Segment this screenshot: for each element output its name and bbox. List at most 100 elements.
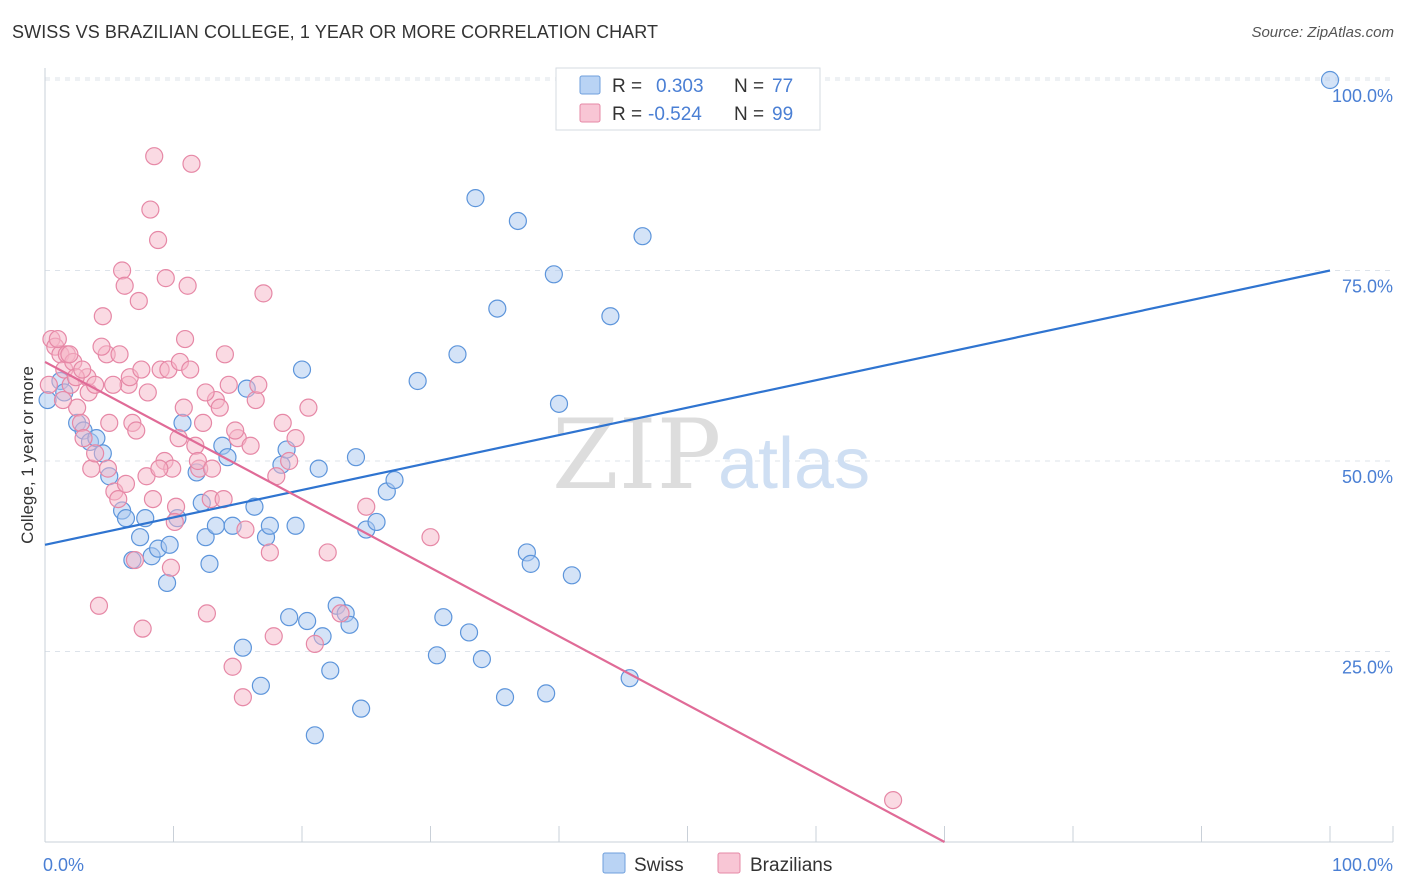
brazilians-point-77: [143, 490, 163, 509]
brazilians-point-37: [178, 276, 197, 295]
swiss-point-39: [298, 611, 317, 631]
brazilians-point-14: [93, 307, 112, 326]
swiss-point-23: [200, 554, 219, 573]
swiss-point-47: [346, 448, 366, 467]
swiss-point-48: [352, 699, 371, 718]
swiss-point-41: [309, 459, 328, 478]
brazilians-point-60: [39, 375, 58, 394]
brazilians-point-95: [331, 604, 350, 623]
brazilians-point-83: [175, 329, 195, 349]
brazilians-point-84: [181, 360, 200, 379]
brazilians-point-75: [132, 360, 151, 379]
brazilians-point-98: [883, 790, 903, 810]
swiss-point-24: [206, 516, 226, 535]
swiss-point-72: [1320, 70, 1340, 90]
swiss-point-55: [434, 608, 453, 627]
swiss-point-53: [408, 371, 427, 391]
brazilians-point-96: [357, 497, 376, 516]
y-tick-labels: 25.0% 50.0% 75.0% 100.0%: [1332, 86, 1393, 678]
brazilians-point-94: [299, 398, 318, 417]
brazilians-point-42: [197, 604, 217, 623]
brazilians-point-85: [188, 451, 208, 471]
brazilians-point-87: [202, 459, 222, 478]
chart-title: SWISS VS BRAZILIAN COLLEGE, 1 YEAR OR MO…: [12, 22, 659, 42]
brazilians-point-52: [246, 390, 265, 410]
y-tick-label-100: 100.0%: [1332, 86, 1393, 106]
brazilians-point-51: [241, 436, 260, 455]
swiss-point-33: [260, 516, 279, 535]
x-tick-label-left: 0.0%: [43, 855, 84, 875]
swiss-point-56: [448, 345, 467, 364]
brazilians-point-58: [305, 634, 324, 653]
brazilians-point-97: [421, 528, 440, 547]
brazilians-point-61: [48, 329, 67, 349]
swiss-point-67: [549, 394, 569, 413]
swiss-points: [38, 70, 1340, 745]
swiss-r-value: 0.303: [656, 76, 704, 97]
swiss-point-52: [385, 470, 404, 490]
brazilians-point-36: [174, 398, 193, 417]
swiss-point-62: [508, 211, 527, 231]
stats-legend: R = 0.303 N = 77 R = -0.524 N = 99: [555, 67, 821, 131]
brazilians-point-48: [223, 657, 242, 676]
brazilians-point-53: [254, 284, 273, 303]
brazilians-point-28: [145, 147, 164, 166]
brazilians-r-value: -0.524: [648, 104, 702, 125]
brazilians-n-value: 99: [772, 104, 793, 125]
brazilians-point-41: [193, 413, 213, 432]
brazilians-point-8: [71, 413, 91, 432]
x-ticks: [44, 826, 1394, 842]
brazilians-point-90: [236, 520, 255, 539]
x-tick-label-right: 100.0%: [1332, 855, 1393, 875]
watermark-atlas: atlas: [718, 424, 870, 504]
brazilians-point-20: [115, 276, 134, 295]
swiss-point-43: [321, 661, 340, 680]
swiss-point-50: [367, 512, 386, 532]
brazilians-point-12: [86, 444, 105, 463]
swiss-point-30: [245, 497, 264, 516]
source-label: Source: ZipAtlas.com: [1251, 24, 1394, 41]
swiss-point-65: [537, 684, 556, 703]
brazilians-point-50: [233, 688, 252, 707]
grid-lines: [45, 77, 1393, 652]
swiss-r-label: R =: [612, 76, 642, 97]
swiss-point-0: [38, 390, 57, 410]
swiss-point-17: [160, 535, 179, 554]
brazilians-point-47: [219, 375, 238, 394]
brazilians-point-80: [161, 558, 181, 577]
legend-swatch-swiss: [602, 852, 626, 874]
brazilians-point-76: [138, 383, 157, 402]
brazilians-point-19: [112, 261, 132, 280]
brazilians-point-70: [104, 375, 123, 394]
brazilians-point-54: [260, 543, 279, 562]
swiss-point-54: [427, 646, 447, 665]
swiss-point-69: [601, 307, 620, 326]
brazilians-legend-swatch: [579, 103, 601, 123]
legend-swatch-brazilians: [717, 852, 741, 874]
brazilians-point-46: [215, 345, 234, 364]
brazilians-point-9: [74, 429, 93, 448]
brazilians-points: [39, 147, 903, 810]
brazilians-point-13: [89, 596, 109, 615]
brazilians-point-72: [116, 474, 136, 493]
swiss-point-61: [495, 688, 515, 707]
swiss-point-64: [521, 554, 540, 573]
swiss-point-28: [233, 638, 252, 657]
series-legend: Swiss Brazilians: [602, 852, 832, 876]
brazilians-point-62: [53, 390, 73, 410]
brazilians-point-23: [125, 550, 145, 570]
swiss-point-22: [196, 528, 215, 547]
brazilians-point-91: [249, 375, 268, 394]
y-tick-label-50: 50.0%: [1342, 467, 1393, 487]
watermark-zip: ZIP: [552, 399, 721, 511]
axes: [44, 68, 1393, 843]
brazilians-point-86: [196, 383, 215, 402]
brazilians-point-63: [60, 345, 79, 364]
swiss-point-40: [305, 726, 324, 745]
brazilians-point-68: [92, 337, 111, 356]
swiss-point-38: [292, 360, 312, 379]
swiss-n-label: N =: [734, 76, 764, 97]
brazilians-point-18: [109, 490, 128, 509]
swiss-point-71: [633, 227, 652, 246]
